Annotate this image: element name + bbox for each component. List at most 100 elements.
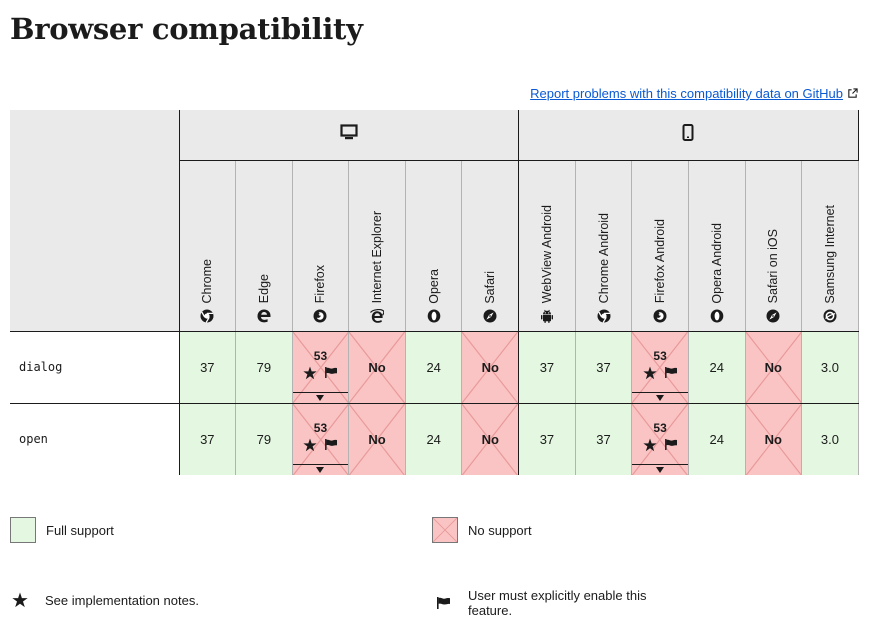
flag-icon: [325, 367, 337, 378]
support-cell: 24: [405, 331, 463, 404]
browser-label: Opera Android: [709, 222, 724, 304]
flag-icon: [664, 439, 677, 451]
expand-toggle-icon: [656, 394, 665, 401]
flag-icon: [437, 597, 450, 609]
external-link-icon: [848, 88, 858, 98]
browser-header: Firefox: [292, 160, 350, 332]
support-version: 79: [256, 359, 272, 375]
support-cell: 79: [235, 403, 293, 475]
support-version: 53: [653, 420, 667, 435]
samsung-icon: [823, 309, 837, 322]
support-cell: 37: [575, 403, 633, 475]
chrome-icon: [597, 309, 611, 323]
compat-table: Chrome Edge Firefox Internet Explorer Opera S…: [10, 110, 859, 475]
support-version: No: [368, 431, 386, 447]
support-cell: No: [745, 331, 803, 404]
opera-icon: [427, 309, 440, 322]
support-version: 53: [653, 348, 667, 363]
expand-toggle-icon: [316, 467, 325, 473]
support-version: 79: [256, 431, 272, 447]
star-icon: [642, 438, 657, 451]
browser-label: Edge: [256, 274, 271, 304]
support-version: No: [764, 359, 782, 375]
opera-icon: [710, 309, 724, 322]
mobile-icon: [682, 123, 694, 141]
star-icon: [303, 365, 317, 379]
support-version: 37: [539, 359, 555, 375]
legend-notes-label: See implementation notes.: [45, 592, 199, 608]
expand-toggle-icon: [656, 467, 665, 473]
support-version: 37: [539, 431, 555, 447]
support-cell: 24: [405, 403, 463, 475]
support-version: 37: [200, 431, 215, 447]
star-icon: [12, 592, 28, 608]
browser-header: Internet Explorer: [348, 160, 406, 332]
expand-toggle[interactable]: [292, 391, 349, 403]
browser-header: Opera: [405, 160, 463, 332]
browser-header: WebView Android: [518, 160, 576, 332]
table-row: open 37 79 53 No 24 No 37 37 53 24 No 3.0: [10, 403, 859, 475]
support-cell: No: [348, 403, 406, 475]
firefox-icon: [653, 309, 667, 322]
support-cell: 24: [688, 331, 746, 404]
star-icon: [303, 438, 317, 451]
feature-name: dialog: [10, 331, 180, 404]
expand-toggle[interactable]: [632, 391, 688, 403]
page-title: Browser compatibility: [10, 12, 363, 46]
support-cell: No: [461, 331, 520, 404]
legend-full-support: Full support: [10, 517, 114, 543]
support-cell: No: [348, 331, 406, 404]
flag-icon: [325, 439, 337, 451]
desktop-icon: [340, 124, 358, 140]
support-cell[interactable]: 53: [292, 403, 350, 475]
support-version: 24: [709, 431, 724, 447]
support-cell: 3.0: [801, 331, 859, 404]
expand-toggle-icon: [316, 394, 325, 401]
flag-icon: [664, 367, 677, 378]
browser-header: Samsung Internet: [801, 160, 859, 332]
support-version: 37: [596, 359, 611, 375]
support-version: No: [368, 359, 386, 375]
browser-header: Firefox Android: [631, 160, 689, 332]
corner-cell-lower: [10, 160, 180, 332]
support-version: 37: [596, 431, 611, 447]
browser-label: Firefox Android: [653, 219, 668, 304]
legend-notes: See implementation notes.: [12, 592, 199, 608]
browser-header: Safari: [461, 160, 520, 332]
support-cell: No: [745, 403, 803, 475]
browser-label: Samsung Internet: [822, 204, 837, 304]
feature-name: open: [10, 403, 180, 475]
support-version: 3.0: [820, 431, 839, 447]
support-cell[interactable]: 53: [292, 331, 350, 404]
expand-toggle[interactable]: [632, 464, 688, 475]
browser-label: Chrome: [200, 259, 215, 304]
support-version: No: [481, 431, 499, 447]
browser-label: Chrome Android: [596, 213, 611, 304]
support-cell: 24: [688, 403, 746, 475]
platform-mobile: [518, 110, 859, 161]
edge-icon: [257, 309, 271, 322]
star-icon: [642, 365, 657, 379]
expand-toggle[interactable]: [292, 464, 349, 475]
browser-header: Chrome: [179, 160, 237, 332]
support-cell: 79: [235, 331, 293, 404]
corner-cell: [10, 110, 180, 160]
support-cell: 37: [518, 403, 576, 475]
support-version: 24: [426, 359, 441, 375]
support-version: No: [481, 359, 499, 375]
ie-icon: [370, 308, 385, 323]
browser-label: Opera: [426, 268, 441, 304]
support-cell: 37: [179, 331, 237, 404]
chrome-icon: [200, 309, 214, 323]
support-cell[interactable]: 53: [631, 403, 689, 475]
report-github-link[interactable]: Report problems with this compatibility …: [530, 86, 858, 101]
browser-label: Internet Explorer: [370, 211, 385, 304]
browser-header: Safari on iOS: [745, 160, 803, 332]
browser-label: WebView Android: [539, 205, 554, 304]
browser-header: Edge: [235, 160, 293, 332]
support-version: 37: [200, 359, 215, 375]
table-row: dialog 37 79 53 No 24 No 37 37 53 24 No 3.0: [10, 331, 859, 404]
safari-icon: [483, 309, 497, 322]
support-cell[interactable]: 53: [631, 331, 689, 404]
platform-desktop: [179, 110, 520, 161]
